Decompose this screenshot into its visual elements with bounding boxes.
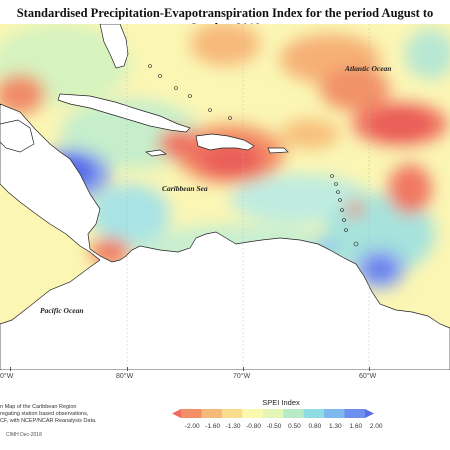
legend-swatch [365, 409, 374, 418]
label-caribbean-sea: Caribbean Sea [162, 184, 208, 193]
tick-label-lon: 0°W [0, 373, 14, 380]
legend-swatch [221, 409, 243, 418]
legend-swatch [201, 409, 223, 418]
legend-colorbar [172, 409, 374, 418]
legend-tick-label: -1.60 [205, 423, 221, 430]
legend-tick-label: -0.50 [266, 423, 282, 430]
tick-mark [127, 367, 128, 371]
spei-map: Atlantic Ocean Caribbean Sea Pacific Oce… [0, 24, 450, 370]
legend-tick-label: 1.30 [329, 423, 342, 430]
legend-swatch [303, 409, 325, 418]
tick-label-lon: 80°W [116, 373, 134, 380]
legend-swatch [344, 409, 366, 418]
note-line: CF, with NCEP/NCAR Reanalysis Data. [0, 418, 97, 424]
legend-swatch [242, 409, 264, 418]
legend-tick-label: 0.80 [308, 423, 322, 430]
puerto-rico [267, 147, 289, 154]
jamaica [145, 149, 167, 157]
legend-swatch [181, 409, 202, 418]
legend-tick-label: 2.00 [369, 423, 383, 430]
yucatan [0, 119, 35, 153]
hispaniola [195, 133, 255, 151]
legend-title: SPEI Index [262, 398, 300, 407]
label-pacific-ocean: Pacific Ocean [40, 306, 84, 315]
legend-swatch [262, 409, 284, 418]
tick-label-lon: 60°W [359, 373, 377, 380]
map-canvas [0, 24, 450, 370]
note-line: n Map of the Caribbean Region [0, 404, 77, 410]
legend-swatch [172, 409, 181, 418]
land [0, 24, 450, 370]
legend-tick-label: 1.60 [349, 423, 363, 430]
tick-label-lon: 70°W [233, 373, 251, 380]
graticule [126, 24, 370, 370]
legend-tick-label: -0.80 [246, 423, 261, 430]
credit: CIMH Dec-2018 [6, 432, 42, 438]
legend-labels: -2.00 -1.60 -1.30 -0.80 -0.50 0.50 0.80 1.30 1.6… [175, 423, 383, 433]
central-south-america [0, 103, 450, 370]
legend-swatch [283, 409, 305, 418]
note-line: regating station based observations, [0, 411, 89, 417]
tick-mark [243, 367, 244, 371]
florida [99, 24, 129, 69]
tick-mark [10, 367, 11, 371]
legend-tick-label: 0.50 [288, 423, 301, 430]
legend-swatch [324, 409, 345, 418]
lesser-antilles [148, 64, 359, 247]
cuba [57, 93, 191, 133]
legend-tick-label: -2.00 [184, 423, 200, 430]
legend-tick-label: -1.30 [225, 423, 241, 430]
tick-mark [369, 367, 370, 371]
label-atlantic-ocean: Atlantic Ocean [345, 64, 392, 73]
